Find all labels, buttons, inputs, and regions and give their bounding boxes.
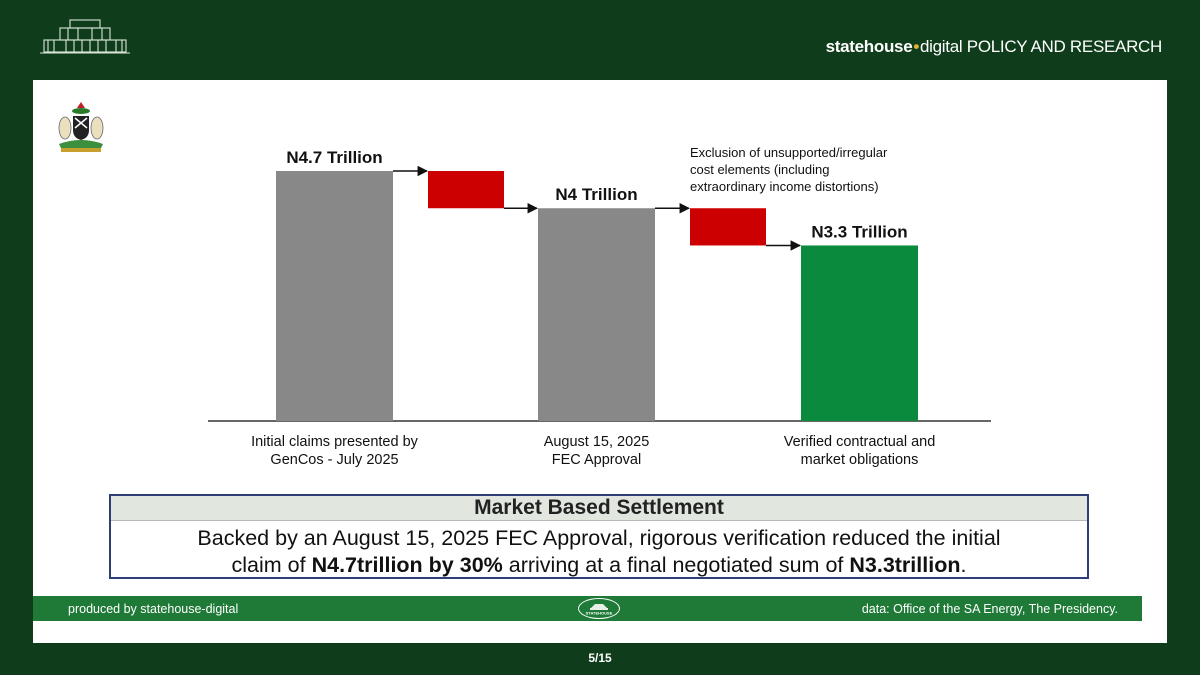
settlement-text: Backed by an August 15, 2025 FEC Approva… <box>111 521 1087 579</box>
footer-credit: produced by statehouse-digital <box>68 602 239 616</box>
top-bar: statehouse•digital POLICY AND RESEARCH <box>0 0 1200 80</box>
settlement-text-a: claim of <box>231 553 312 577</box>
footer-source: data: Office of the SA Energy, The Presi… <box>861 602 1118 616</box>
slide: N4.7 Trillion Initial claims presented by… <box>33 80 1167 643</box>
category-label-1-2: GenCos - July 2025 <box>270 452 398 468</box>
bar-2 <box>428 171 504 209</box>
category-label-3-2: FEC Approval <box>552 452 641 468</box>
category-label-3-1: August 15, 2025 <box>544 434 650 450</box>
settlement-highlight-2: N3.3trillion <box>849 553 961 577</box>
category-label-5-2: market obligations <box>801 452 919 468</box>
annotation-line-3: extraordinary income distortions) <box>690 179 879 194</box>
brand-rest: POLICY AND RESEARCH <box>966 37 1163 56</box>
bar-1 <box>276 171 393 421</box>
statehouse-footer-logo: STATEHOUSE <box>578 598 620 619</box>
waterfall-chart: N4.7 Trillion Initial claims presented by… <box>208 145 991 468</box>
category-label-5-1: Verified contractual and <box>784 434 936 450</box>
slide-footer: produced by statehouse-digital STATEHOUS… <box>33 596 1142 621</box>
coat-of-arms-icon <box>58 102 104 152</box>
settlement-text-c: arriving at a final negotiated sum of <box>502 553 850 577</box>
page-number: 5/15 <box>588 651 612 665</box>
brand-dot: • <box>913 37 920 56</box>
settlement-title: Market Based Settlement <box>111 496 1087 521</box>
bar-label-5: N3.3 Trillion <box>811 222 907 241</box>
bar-label-1: N4.7 Trillion <box>286 148 382 167</box>
annotation-line-1: Exclusion of unsupported/irregular <box>690 145 888 160</box>
brand-light: digital <box>920 37 963 56</box>
brand-bold: statehouse <box>825 37 913 56</box>
footer-logo-text: STATEHOUSE <box>586 611 613 616</box>
annotation-line-2: cost elements (including <box>690 162 829 177</box>
bar-label-3: N4 Trillion <box>555 185 637 204</box>
bar-3 <box>538 208 655 421</box>
settlement-line-1: Backed by an August 15, 2025 FEC Approva… <box>197 526 1001 550</box>
bar-5 <box>801 245 918 421</box>
settlement-highlight-1: N4.7trillion by 30% <box>311 553 503 577</box>
statehouse-building-logo <box>40 19 130 54</box>
settlement-line-2: claim of N4.7trillion by 30% arriving at… <box>111 552 1087 579</box>
settlement-text-e: . <box>960 553 967 577</box>
category-label-1-1: Initial claims presented by <box>251 434 419 450</box>
brand-title: statehouse•digital POLICY AND RESEARCH <box>825 37 1163 57</box>
settlement-box: Market Based Settlement Backed by an Aug… <box>109 494 1089 579</box>
bar-4 <box>690 208 766 246</box>
